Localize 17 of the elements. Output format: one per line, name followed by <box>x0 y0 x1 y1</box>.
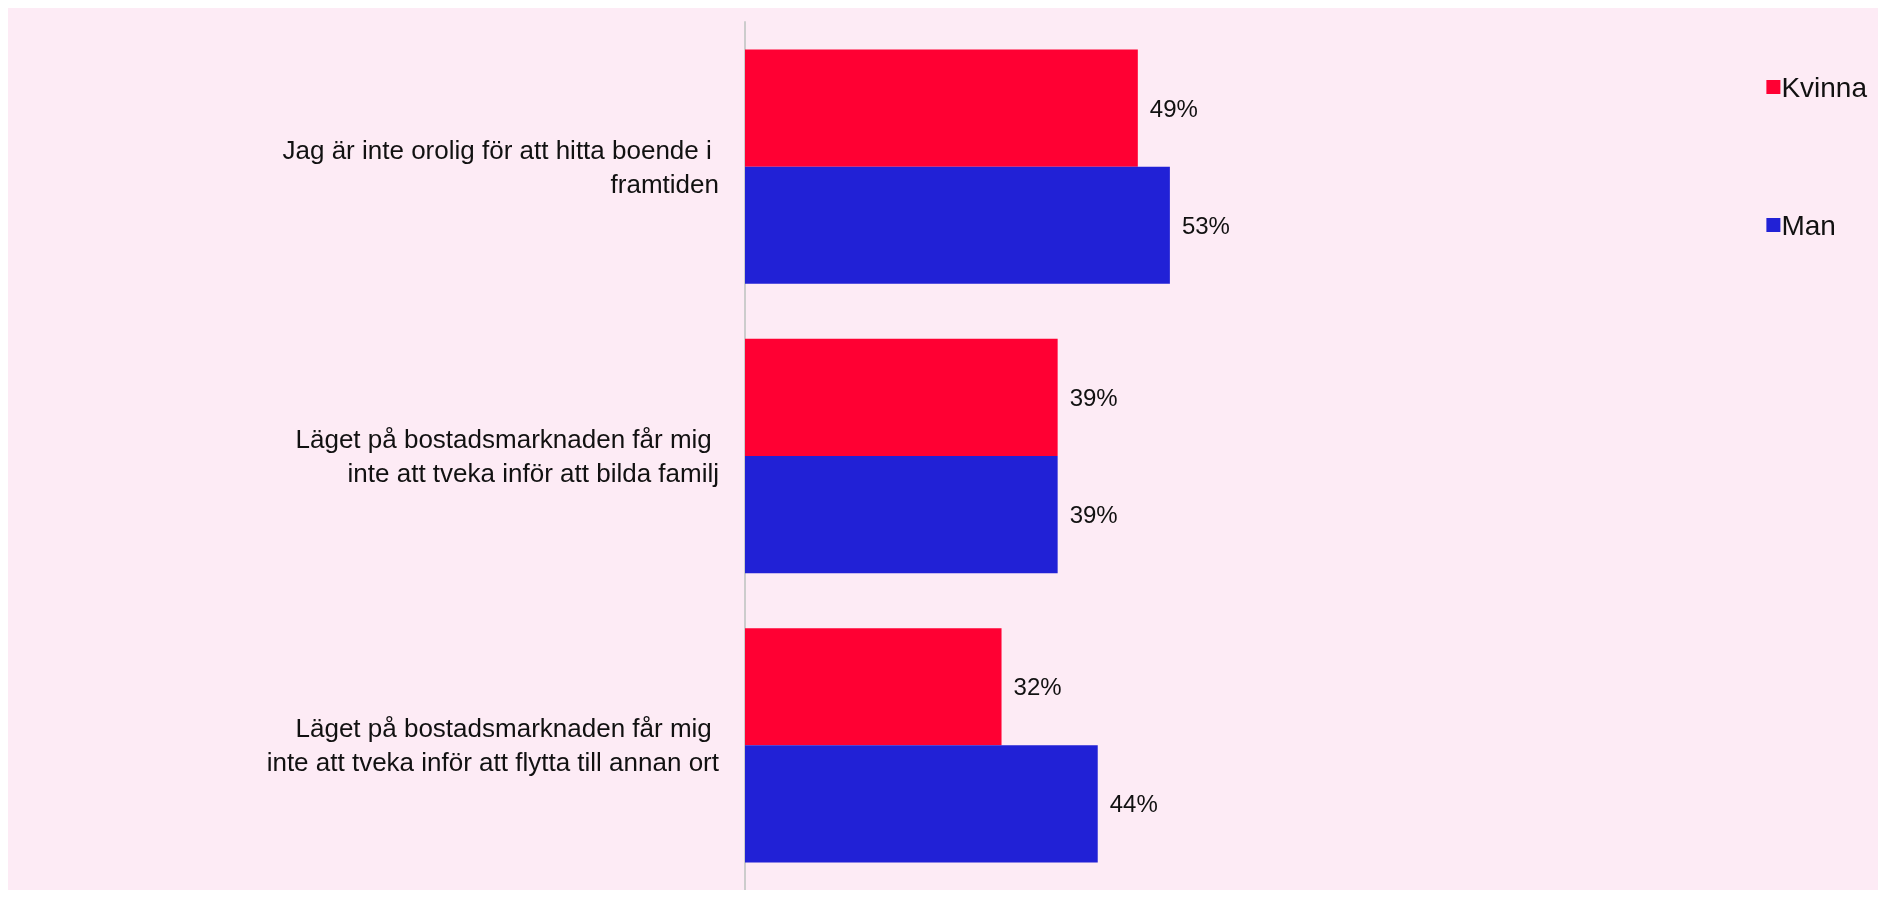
data-label: 44% <box>1109 790 1158 818</box>
data-label: 39% <box>1069 501 1118 529</box>
data-label: 39% <box>1069 383 1118 411</box>
bar <box>745 338 1058 456</box>
y-tick-label: Jag är inte orolig för att hitta boende i framtiden <box>282 134 719 199</box>
bar <box>745 456 1058 574</box>
bar <box>745 166 1170 284</box>
bar <box>745 49 1138 167</box>
data-label: 53% <box>1181 211 1230 239</box>
legend-label: Man <box>1781 209 1836 241</box>
legend-label: Kvinna <box>1781 71 1868 103</box>
y-tick-label: Läget på bostadsmarknaden får mig inte att tveka inför att bilda familj <box>295 424 719 488</box>
bar <box>745 745 1098 863</box>
y-tick-label: Läget på bostadsmarknaden får mig inte att tveka inför att flytta till annan ort <box>266 713 720 778</box>
data-label: 49% <box>1149 94 1198 122</box>
data-label: 32% <box>1013 673 1062 701</box>
bar <box>745 628 1002 746</box>
